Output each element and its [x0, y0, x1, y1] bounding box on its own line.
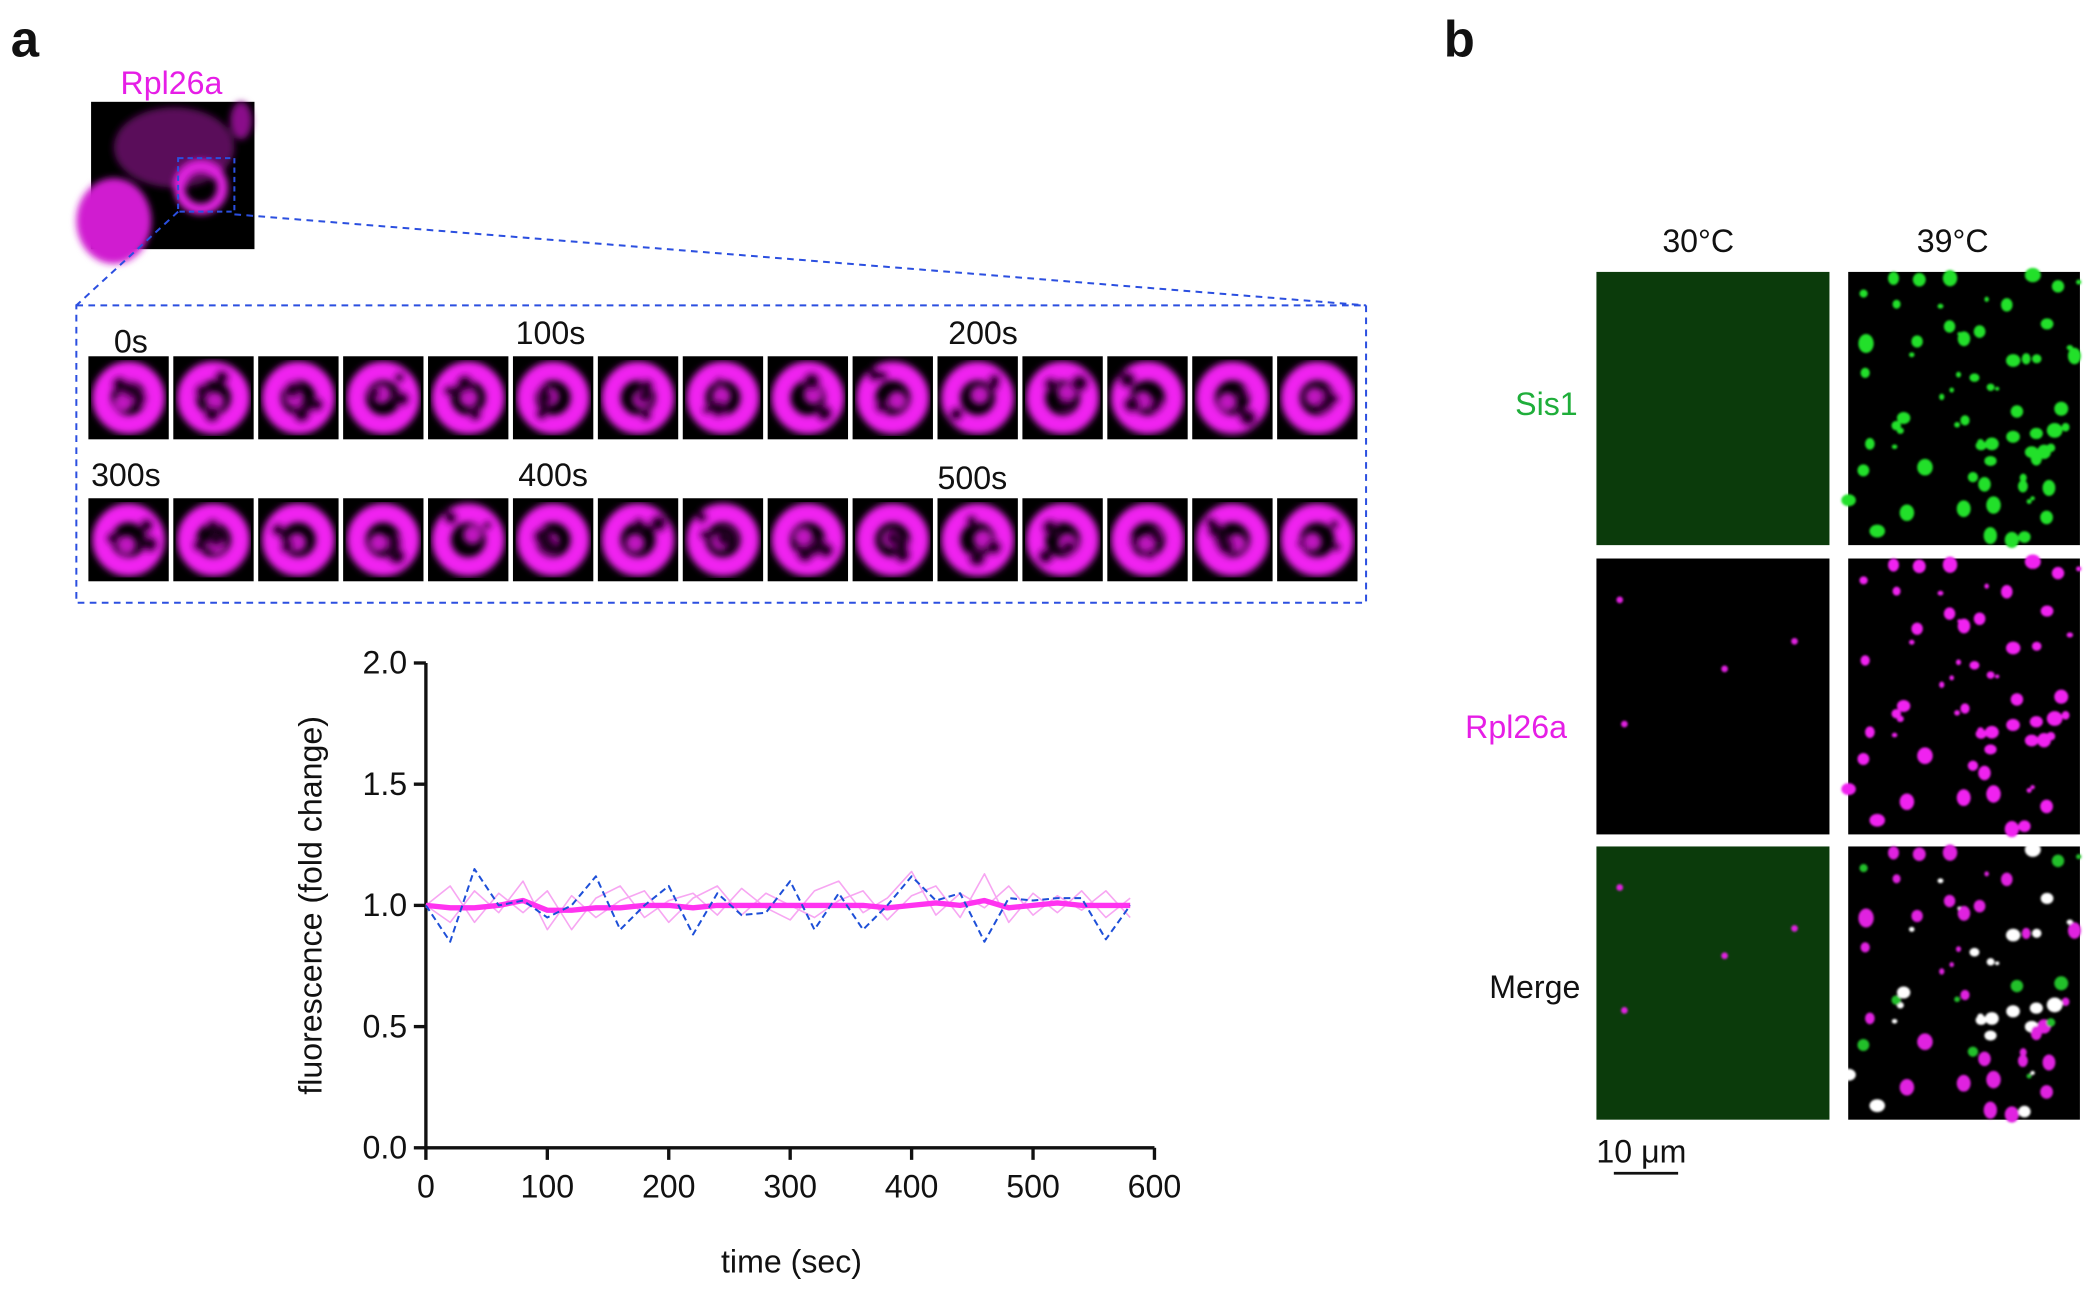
- thumbnail: [343, 356, 424, 440]
- image-label: Rpl26a: [121, 65, 223, 101]
- x-tick-label: 500: [1006, 1168, 1060, 1204]
- thumbnail: [1107, 498, 1188, 582]
- time-label: 200s: [948, 315, 1018, 351]
- thumbnail: [258, 356, 339, 440]
- thumbnail: [428, 498, 509, 582]
- x-tick-label: 600: [1128, 1168, 1182, 1204]
- chart: 0.0 0.5 1.0 1.5 2.0 0 100 200 300 400 500 600: [362, 645, 1181, 1205]
- row-label: Rpl26a: [1465, 709, 1567, 745]
- thumbnail: [852, 498, 933, 582]
- thumbnail: [937, 356, 1018, 440]
- x-tick-label: 400: [885, 1168, 939, 1204]
- thumbnail: [597, 498, 679, 582]
- time-lapse: [88, 356, 1358, 582]
- time-label: 400s: [518, 457, 588, 493]
- line-series: [425, 870, 1131, 931]
- thumbnail: [1192, 498, 1273, 582]
- y-tick-label: 0.5: [362, 1008, 407, 1044]
- x-axis-label: time (sec): [721, 1243, 862, 1279]
- y-tick-label: 1.0: [362, 887, 407, 923]
- line-series: [425, 868, 1131, 943]
- time-label: 500s: [938, 460, 1008, 496]
- micrograph: [1596, 558, 1830, 835]
- time-label: 0s: [114, 323, 148, 359]
- zoom-line: [234, 213, 1367, 307]
- thumbnail: [1022, 498, 1103, 582]
- thumbnail: [88, 356, 169, 440]
- scale-bar-label: 10 μm: [1596, 1134, 1686, 1170]
- thumbnail: [1107, 356, 1188, 440]
- thumbnail: [88, 498, 169, 582]
- y-tick-label: 0.0: [362, 1130, 407, 1166]
- thumbnail: [597, 356, 679, 440]
- thumbnail: [852, 356, 933, 440]
- x-tick-label: 0: [417, 1168, 435, 1204]
- column-label: 39°C: [1917, 223, 1989, 259]
- thumbnail: [173, 356, 254, 440]
- thumbnail: [1022, 356, 1103, 440]
- thumbnail: [428, 356, 509, 440]
- micrograph: [1596, 271, 1830, 546]
- thumbnail: [682, 356, 764, 440]
- y-tick-label: 2.0: [362, 645, 407, 681]
- micrograph: [1841, 267, 2082, 549]
- row-label: Merge: [1489, 969, 1580, 1005]
- thumbnail: [682, 498, 764, 582]
- micrograph: [1596, 846, 1830, 1120]
- time-label: 300s: [91, 457, 161, 493]
- thumbnail: [512, 356, 594, 440]
- thumbnail: [767, 356, 849, 440]
- y-tick-label: 1.5: [362, 766, 407, 802]
- thumbnail: [173, 498, 254, 582]
- line-series: [425, 897, 1131, 913]
- panel-label: a: [11, 10, 40, 67]
- overview-image: [76, 101, 255, 264]
- thumbnail: [937, 498, 1018, 582]
- micrograph: [1841, 554, 2082, 838]
- row-label: Sis1: [1515, 386, 1578, 422]
- x-tick-label: 100: [521, 1168, 575, 1204]
- thumbnail: [1277, 498, 1358, 582]
- x-tick-label: 200: [642, 1168, 696, 1204]
- thumbnail: [512, 498, 594, 582]
- x-tick-label: 300: [763, 1168, 817, 1204]
- y-axis-label: fluorescence (fold change): [292, 716, 328, 1095]
- micrograph: [1841, 842, 2082, 1123]
- column-label: 30°C: [1662, 223, 1734, 259]
- line-series: [425, 873, 1131, 931]
- panel-label: b: [1444, 10, 1475, 67]
- zoom-box: [75, 304, 1368, 604]
- thumbnail: [258, 498, 339, 582]
- micrographs: [1596, 267, 2082, 1123]
- thumbnail: [767, 498, 849, 582]
- thumbnail: [343, 498, 424, 582]
- thumbnail: [1192, 356, 1273, 440]
- time-label: 100s: [516, 315, 586, 351]
- thumbnail: [1277, 356, 1358, 440]
